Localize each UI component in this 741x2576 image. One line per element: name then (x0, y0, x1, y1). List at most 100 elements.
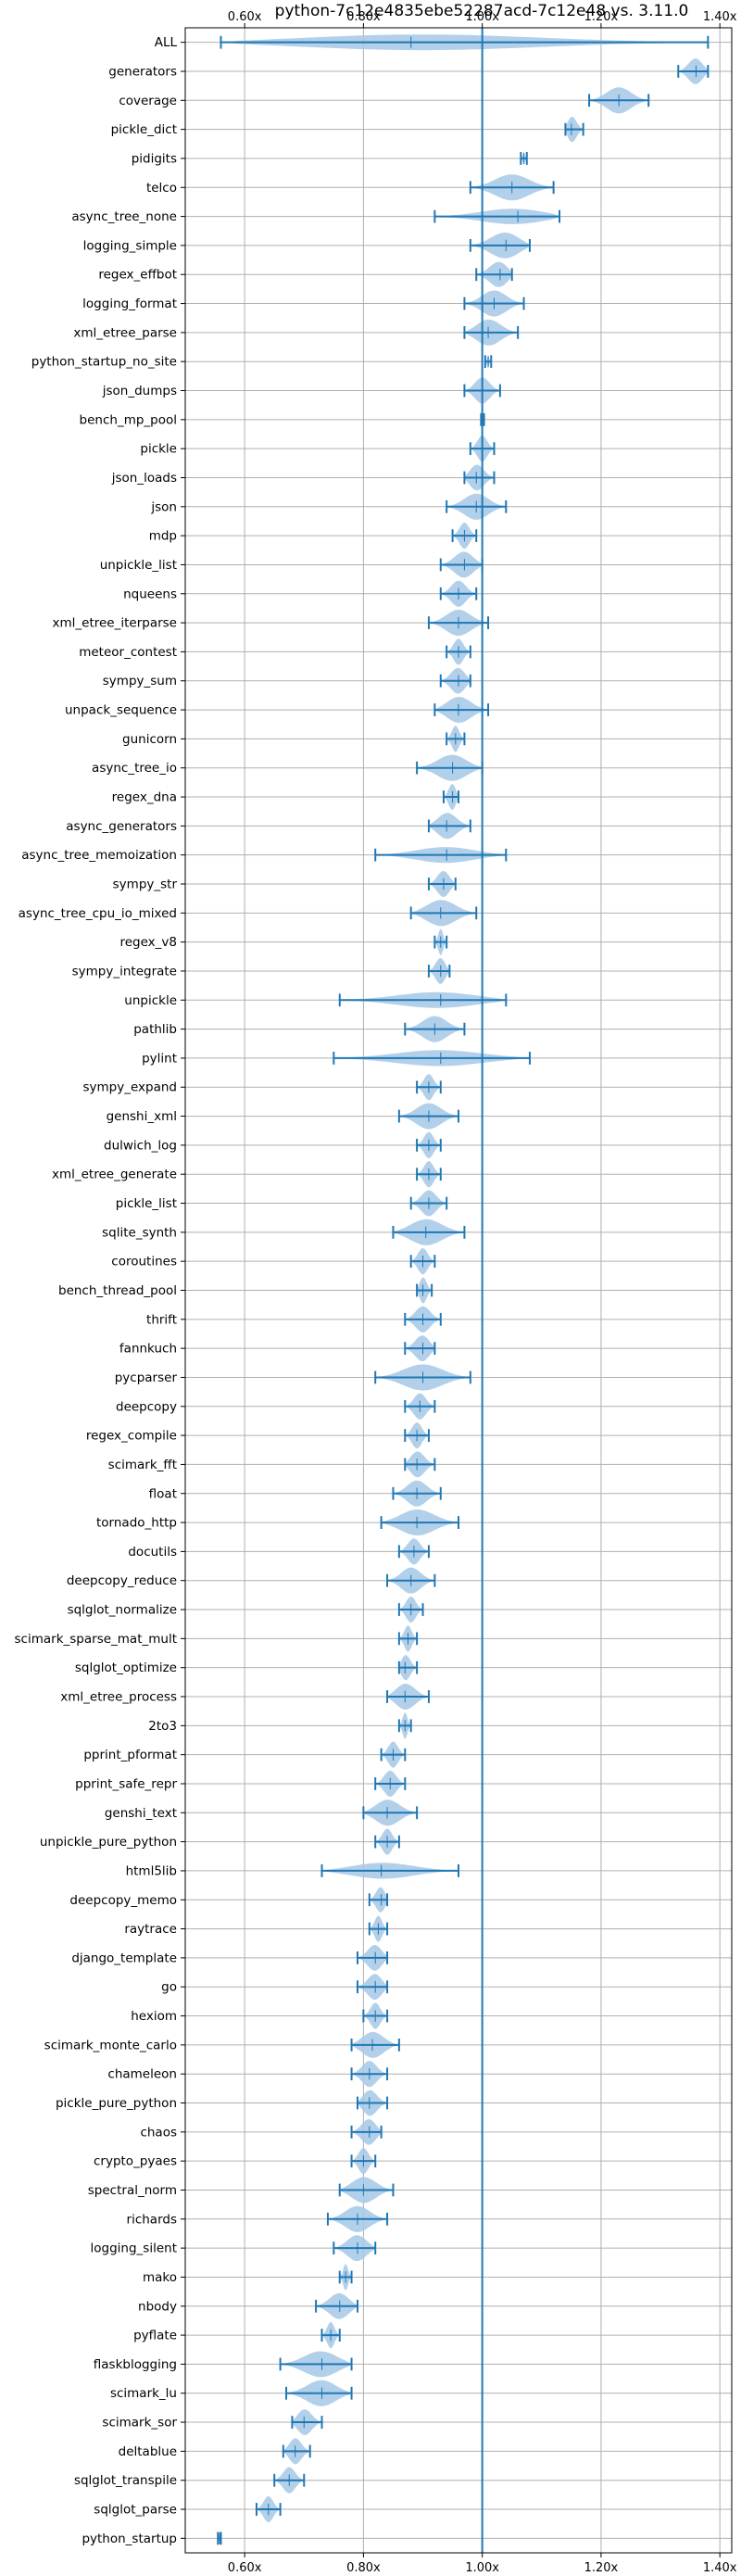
x-tick-label-bottom-2: 1.00x (465, 2561, 499, 2575)
category-label-43: bench_thread_pool (58, 1283, 177, 1298)
category-label-10: xml_etree_parse (73, 325, 177, 340)
category-label-7: logging_simple (83, 238, 177, 253)
category-label-86: python_startup (82, 2532, 177, 2546)
category-label-55: scimark_sparse_mat_mult (15, 1632, 177, 1647)
x-tick-label-bottom-4: 1.40x (703, 2561, 737, 2575)
category-label-75: richards (127, 2212, 177, 2227)
x-tick-label-top-1: 0.80x (346, 10, 381, 24)
category-label-41: sqlite_synth (102, 1225, 177, 1240)
category-label-67: go (161, 1980, 177, 1995)
chart-title: python-7c12e4835ebe52287acd-7c12e48 vs. … (275, 2, 689, 20)
category-label-40: pickle_list (116, 1196, 177, 1211)
category-label-66: django_template (71, 1951, 177, 1965)
category-label-49: scimark_fft (108, 1458, 177, 1472)
category-label-58: 2to3 (148, 1719, 177, 1734)
category-label-30: async_tree_cpu_io_mixed (19, 906, 177, 921)
category-label-27: async_generators (66, 819, 177, 834)
category-label-50: float (149, 1486, 177, 1501)
category-label-1: generators (108, 64, 177, 79)
category-label-5: telco (146, 181, 177, 196)
category-label-22: sympy_sum (103, 674, 177, 688)
category-label-70: chameleon (107, 2067, 177, 2082)
category-label-13: bench_mp_pool (80, 412, 177, 427)
x-tick-label-top-0: 0.60x (228, 10, 262, 24)
x-tick-label-bottom-3: 1.20x (584, 2561, 619, 2575)
category-label-80: flaskblogging (94, 2357, 177, 2372)
category-label-78: nbody (138, 2299, 177, 2314)
category-label-32: sympy_integrate (72, 964, 177, 979)
category-label-56: sqlglot_optimize (75, 1661, 177, 1675)
plot-frame (184, 27, 733, 2554)
category-label-39: xml_etree_generate (52, 1168, 177, 1182)
category-label-15: json_loads (111, 471, 177, 486)
category-label-85: sqlglot_parse (94, 2503, 177, 2518)
category-label-74: spectral_norm (88, 2183, 177, 2198)
category-label-35: pylint (142, 1051, 177, 1066)
category-label-63: html5lib (126, 1863, 177, 1878)
category-label-18: unpickle_list (100, 558, 177, 573)
grid-layer (185, 28, 732, 2553)
category-label-83: deltablue (119, 2444, 177, 2459)
category-label-0: ALL (155, 35, 178, 50)
category-label-69: scimark_monte_carlo (44, 2038, 177, 2052)
category-label-68: hexiom (131, 2009, 177, 2024)
category-label-25: async_tree_io (92, 761, 177, 776)
category-label-29: sympy_str (113, 877, 178, 891)
category-label-3: pickle_dict (111, 122, 177, 137)
category-label-11: python_startup_no_site (31, 355, 177, 370)
category-label-61: genshi_text (105, 1806, 177, 1821)
category-label-72: chaos (140, 2125, 177, 2140)
category-label-layer: ALL generators coverage pickle_dict pidigits… (15, 35, 185, 2546)
category-label-47: deepcopy (116, 1399, 177, 1414)
category-label-53: deepcopy_reduce (67, 1573, 177, 1588)
category-label-33: unpickle (124, 993, 177, 1008)
category-label-28: async_tree_memoization (21, 848, 177, 863)
category-label-4: pidigits (132, 151, 177, 166)
category-label-8: regex_effbot (98, 268, 177, 283)
category-label-45: fannkuch (119, 1342, 177, 1357)
tick-layer: 0.60x 0.60x 0.80x 0.80x 1.00x 1.00x 1.20x 1.20x… (228, 10, 737, 2575)
category-label-52: docutils (128, 1545, 177, 1559)
category-label-37: genshi_xml (107, 1109, 177, 1124)
category-label-54: sqlglot_normalize (68, 1603, 177, 1618)
category-label-2: coverage (119, 94, 177, 108)
category-label-24: gunicorn (122, 732, 177, 747)
x-tick-label-bottom-1: 0.80x (346, 2561, 381, 2575)
category-label-62: unpickle_pure_python (40, 1835, 177, 1850)
category-label-6: async_tree_none (71, 209, 177, 224)
violin-layer (217, 28, 710, 2553)
x-tick-label-top-4: 1.40x (703, 10, 737, 24)
category-label-26: regex_dna (112, 790, 177, 805)
category-label-84: sqlglot_transpile (74, 2473, 177, 2488)
category-label-19: nqueens (123, 587, 177, 601)
category-label-51: tornado_http (96, 1516, 177, 1531)
category-label-38: dulwich_log (104, 1138, 177, 1153)
category-label-59: pprint_pformat (83, 1748, 177, 1762)
category-label-16: json (150, 499, 177, 514)
category-label-14: pickle (140, 442, 177, 457)
category-label-76: logging_silent (91, 2241, 177, 2256)
category-label-79: pyflate (133, 2329, 177, 2343)
category-label-34: pathlib (133, 1022, 177, 1037)
category-label-82: scimark_sor (102, 2416, 177, 2431)
category-label-20: xml_etree_iterparse (53, 616, 178, 631)
category-label-12: json_dumps (102, 384, 177, 398)
category-label-60: pprint_safe_repr (75, 1776, 177, 1791)
category-label-46: pycparser (115, 1370, 178, 1385)
category-label-17: mdp (149, 529, 177, 544)
category-label-73: crypto_pyaes (94, 2154, 177, 2169)
category-label-42: coroutines (111, 1255, 177, 1269)
category-label-64: deepcopy_memo (69, 1893, 177, 1908)
category-label-9: logging_format (82, 297, 177, 311)
category-label-44: thrift (146, 1312, 177, 1327)
x-tick-label-top-3: 1.20x (584, 10, 619, 24)
category-label-77: mako (143, 2270, 177, 2285)
x-tick-label-top-2: 1.00x (465, 10, 499, 24)
category-label-21: meteor_contest (79, 645, 177, 660)
category-label-48: regex_compile (86, 1429, 177, 1444)
x-tick-label-bottom-0: 0.60x (228, 2561, 262, 2575)
category-label-23: unpack_sequence (65, 703, 177, 718)
category-label-31: regex_v8 (119, 935, 177, 950)
category-label-65: raytrace (124, 1922, 177, 1937)
